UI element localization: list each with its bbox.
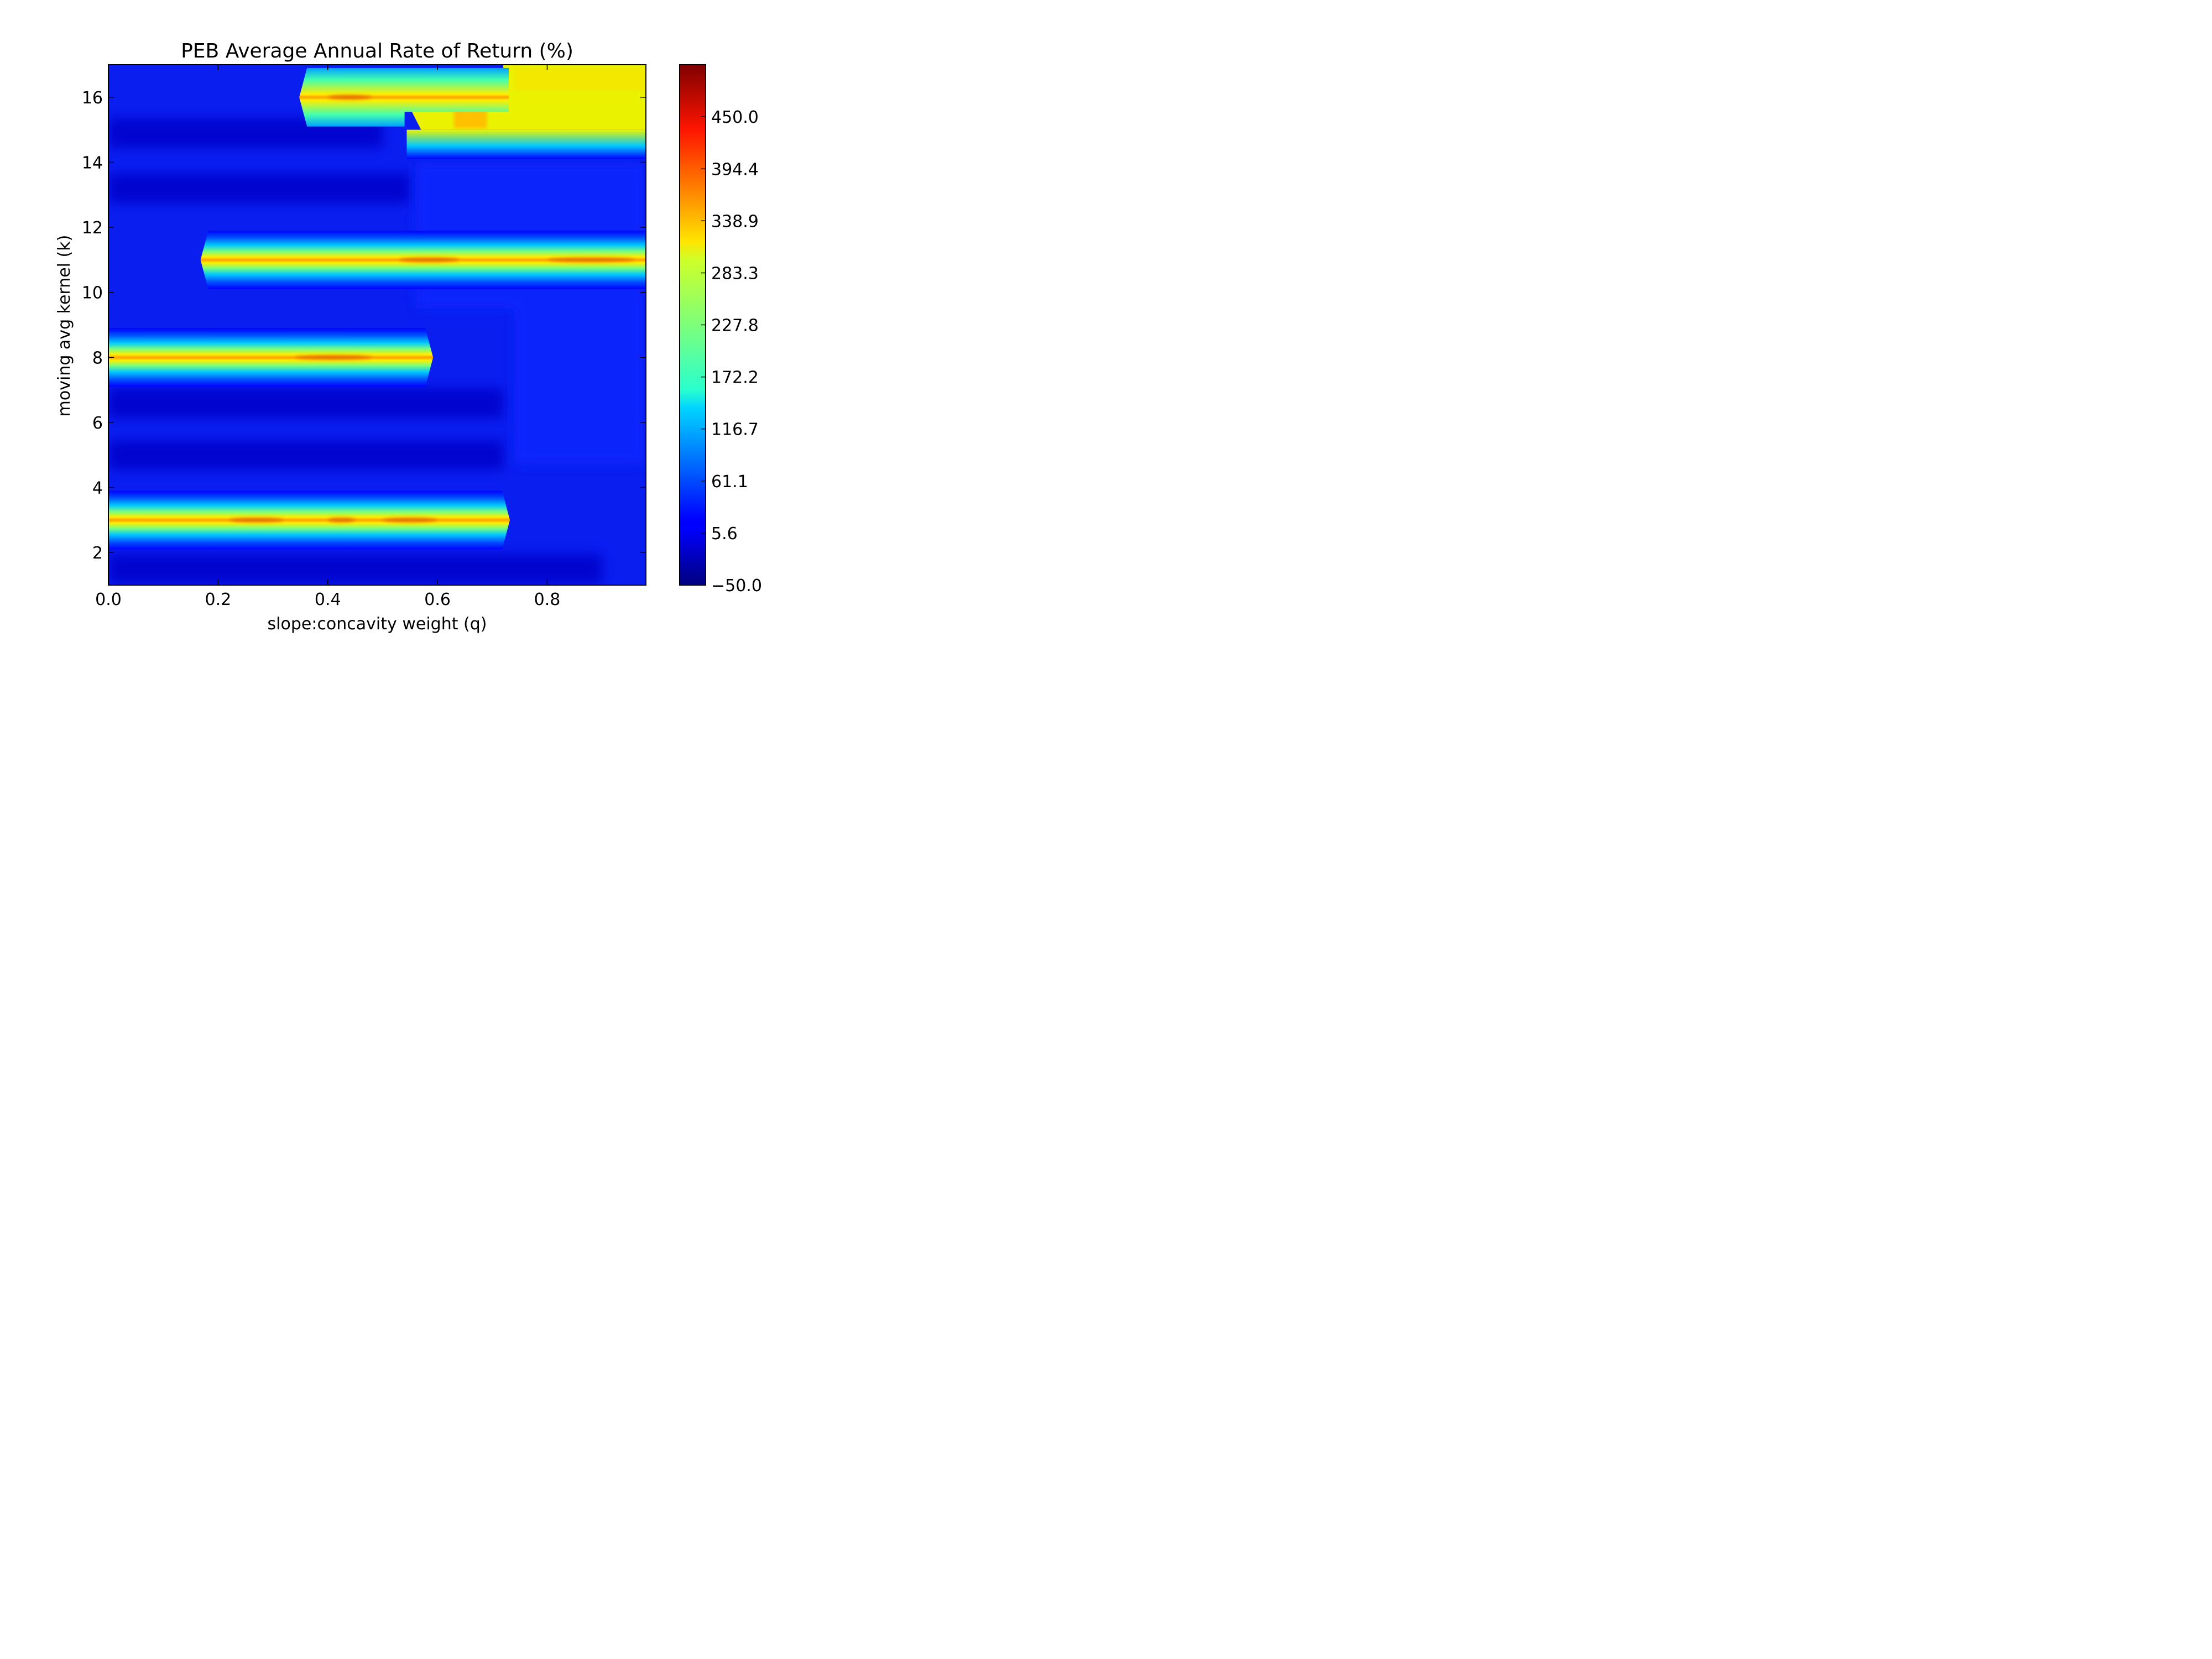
heatmap-band-k3: [108, 491, 510, 550]
colorbar-tick-label: 283.3: [711, 264, 759, 284]
chart-figure: PEB Average Annual Rate of Return (%) 0.…: [0, 0, 855, 641]
x-tick-label: 0.6: [424, 590, 451, 609]
colorbar-tick-label: 172.2: [711, 368, 759, 388]
chart-title: PEB Average Annual Rate of Return (%): [181, 40, 573, 62]
x-tick-label: 0.2: [205, 590, 232, 609]
heatmap-band-k16: [299, 67, 509, 127]
colorbar-tick-label: 116.7: [711, 420, 759, 440]
plot-frame: [108, 64, 646, 586]
x-tick-label: 0.4: [315, 590, 341, 609]
y-axis-label: moving avg kernel (k): [55, 235, 74, 417]
heatmap-band-k8: [108, 328, 434, 387]
colorbar-tick-label: −50.0: [711, 576, 762, 596]
y-tick-label: 14: [82, 153, 103, 173]
colorbar-tick-label: 5.6: [711, 524, 738, 544]
y-tick-label: 16: [82, 88, 103, 108]
heatmap-chart: PEB Average Annual Rate of Return (%) 0.…: [55, 40, 762, 634]
high-region-edge: [406, 129, 646, 159]
colorbar-tick-label: 450.0: [711, 108, 759, 127]
colorbar-tick-label: 61.1: [711, 472, 748, 492]
y-tick-label: 4: [92, 479, 103, 498]
x-tick-label: 0.8: [534, 590, 561, 609]
y-tick-label: 6: [92, 414, 103, 433]
y-tick-label: 10: [82, 284, 103, 303]
heatmap-plot-area: [108, 65, 646, 585]
colorbar-tick-label: 338.9: [711, 212, 759, 231]
colorbar-tick-label: 227.8: [711, 316, 759, 336]
y-tick-label: 12: [82, 218, 103, 238]
colorbar-tick-label: 394.4: [711, 160, 759, 179]
y-tick-label: 2: [92, 544, 103, 563]
x-axis-ticks: 0.0 0.2 0.4 0.6 0.8: [95, 65, 560, 609]
colorbar-ticks: −50.0 5.6 61.1 116.7 172.2 227.8 283.3 338.9 394…: [701, 108, 762, 596]
x-tick-label: 0.0: [95, 590, 122, 609]
y-tick-label: 8: [92, 348, 103, 368]
y-axis-ticks: 2 4 6 8 10 12 14 16: [82, 88, 646, 563]
x-axis-label: slope:concavity weight (q): [268, 614, 487, 634]
